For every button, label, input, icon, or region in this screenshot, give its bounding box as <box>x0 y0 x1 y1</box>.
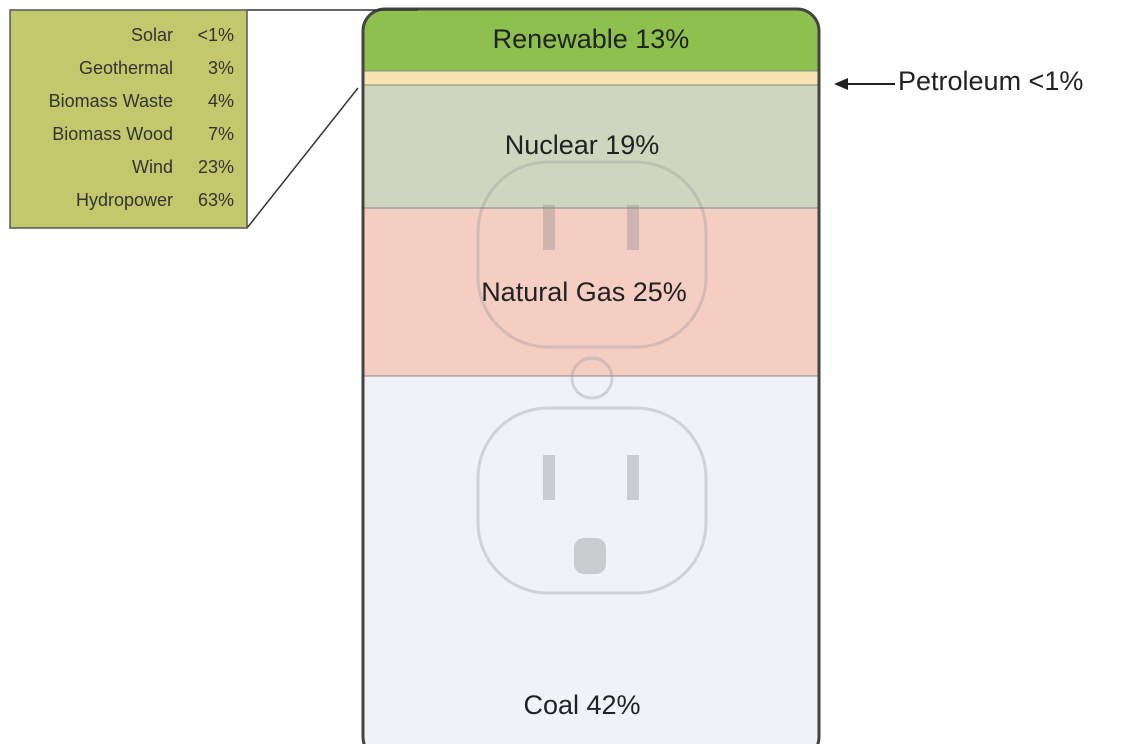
callout-line <box>247 88 358 228</box>
infographic: Renewable 13% Nuclear 19% Natural Gas 25… <box>0 0 1128 744</box>
segment-label: Coal 42% <box>523 690 640 720</box>
row-name: Wind <box>132 157 173 177</box>
petroleum-segment <box>363 71 819 85</box>
row-value: <1% <box>197 25 234 45</box>
row-value: 7% <box>208 124 234 144</box>
row-value: 23% <box>198 157 234 177</box>
segment-label: Renewable 13% <box>493 24 690 54</box>
row-name: Solar <box>131 25 173 45</box>
row-value: 63% <box>198 190 234 210</box>
petroleum-label: Petroleum <1% <box>898 66 1083 96</box>
segment-label: Natural Gas 25% <box>481 277 687 307</box>
row-name: Biomass Waste <box>49 91 173 111</box>
row-value: 3% <box>208 58 234 78</box>
arrow-head <box>834 78 848 90</box>
row-name: Hydropower <box>76 190 173 210</box>
row-value: 4% <box>208 91 234 111</box>
row-name: Geothermal <box>79 58 173 78</box>
row-name: Biomass Wood <box>52 124 173 144</box>
outlet-plate: Renewable 13% Nuclear 19% Natural Gas 25… <box>363 9 819 744</box>
segment-label: Nuclear 19% <box>505 130 660 160</box>
